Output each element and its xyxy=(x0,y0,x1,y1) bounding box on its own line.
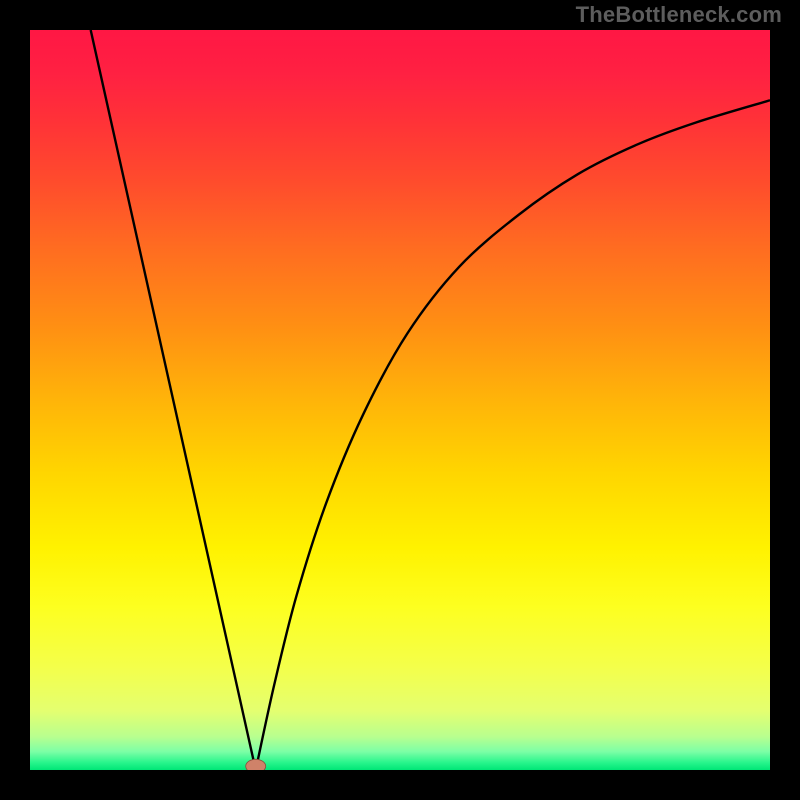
gradient-plot-area xyxy=(30,30,770,770)
chart-root: TheBottleneck.com xyxy=(0,0,800,800)
chart-svg xyxy=(0,0,800,800)
